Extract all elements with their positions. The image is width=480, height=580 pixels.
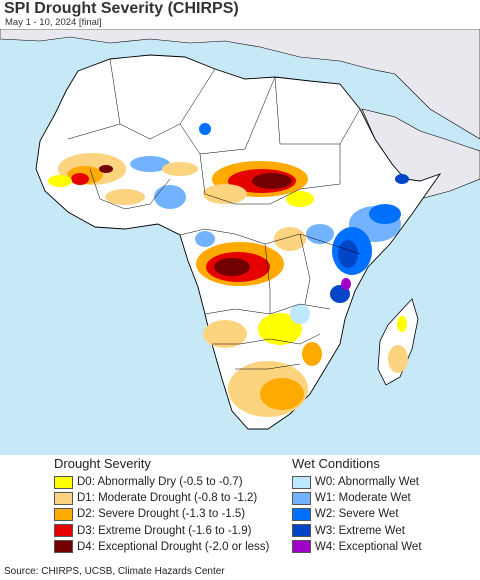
country-boundaries — [67, 58, 361, 370]
wet-legend-label: W2: Severe Wet — [315, 508, 399, 521]
drought-legend-label: D4: Exceptional Drought (-2.0 or less) — [77, 540, 270, 553]
wet-legend-swatch — [292, 507, 311, 521]
wet-legend-item: W1: Moderate Wet — [292, 490, 422, 506]
wet-legend-title: Wet Conditions — [292, 456, 380, 471]
africa-landmass — [35, 54, 442, 430]
map-subtitle: May 1 - 10, 2024 [final] — [5, 17, 102, 28]
wet-legend-label: W3: Extreme Wet — [315, 524, 405, 537]
wet-legend-items: W0: Abnormally Wet W1: Moderate Wet W2: Se… — [292, 474, 422, 555]
wet-legend-label: W1: Moderate Wet — [315, 492, 411, 505]
map-title: SPI Drought Severity (CHIRPS) — [4, 0, 239, 17]
drought-legend-items: D0: Abnormally Dry (-0.5 to -0.7) D1: Mod… — [54, 474, 269, 555]
drought-legend-label: D0: Abnormally Dry (-0.5 to -0.7) — [77, 476, 243, 489]
europe-landmass — [0, 29, 480, 140]
drought-legend-title: Drought Severity — [54, 456, 151, 471]
drought-legend-item: D4: Exceptional Drought (-2.0 or less) — [54, 539, 269, 555]
wet-legend-label: W0: Abnormally Wet — [315, 476, 419, 489]
wet-legend-swatch — [292, 475, 311, 489]
wet-legend-item: W3: Extreme Wet — [292, 523, 422, 539]
drought-map — [0, 29, 480, 455]
drought-legend: Drought Severity D0: Abnormally Dry (-0.… — [54, 456, 269, 555]
drought-legend-label: D3: Extreme Drought (-1.6 to -1.9) — [77, 524, 252, 537]
source-credit: Source: CHIRPS, UCSB, Climate Hazards Ce… — [4, 566, 225, 577]
drought-legend-swatch — [54, 524, 73, 538]
drought-legend-swatch — [54, 507, 73, 521]
wet-legend-swatch — [292, 540, 311, 554]
drought-legend-item: D3: Extreme Drought (-1.6 to -1.9) — [54, 523, 269, 539]
drought-legend-item: D0: Abnormally Dry (-0.5 to -0.7) — [54, 474, 269, 490]
condition-patches — [48, 123, 409, 417]
madagascar — [377, 298, 419, 386]
drought-legend-swatch — [54, 540, 73, 554]
wet-legend-item: W4: Exceptional Wet — [292, 539, 422, 555]
wet-legend-swatch — [292, 524, 311, 538]
wet-legend-swatch — [292, 491, 311, 505]
wet-legend: Wet Conditions W0: Abnormally Wet W1: Mod… — [292, 456, 422, 555]
drought-legend-swatch — [54, 475, 73, 489]
drought-legend-label: D1: Moderate Drought (-0.8 to -1.2) — [77, 492, 258, 505]
drought-legend-item: D2: Severe Drought (-1.3 to -1.5) — [54, 506, 269, 522]
drought-legend-swatch — [54, 491, 73, 505]
drought-legend-item: D1: Moderate Drought (-0.8 to -1.2) — [54, 490, 269, 506]
wet-legend-item: W0: Abnormally Wet — [292, 474, 422, 490]
wet-legend-item: W2: Severe Wet — [292, 506, 422, 522]
wet-legend-label: W4: Exceptional Wet — [315, 540, 422, 553]
drought-legend-label: D2: Severe Drought (-1.3 to -1.5) — [77, 508, 246, 521]
